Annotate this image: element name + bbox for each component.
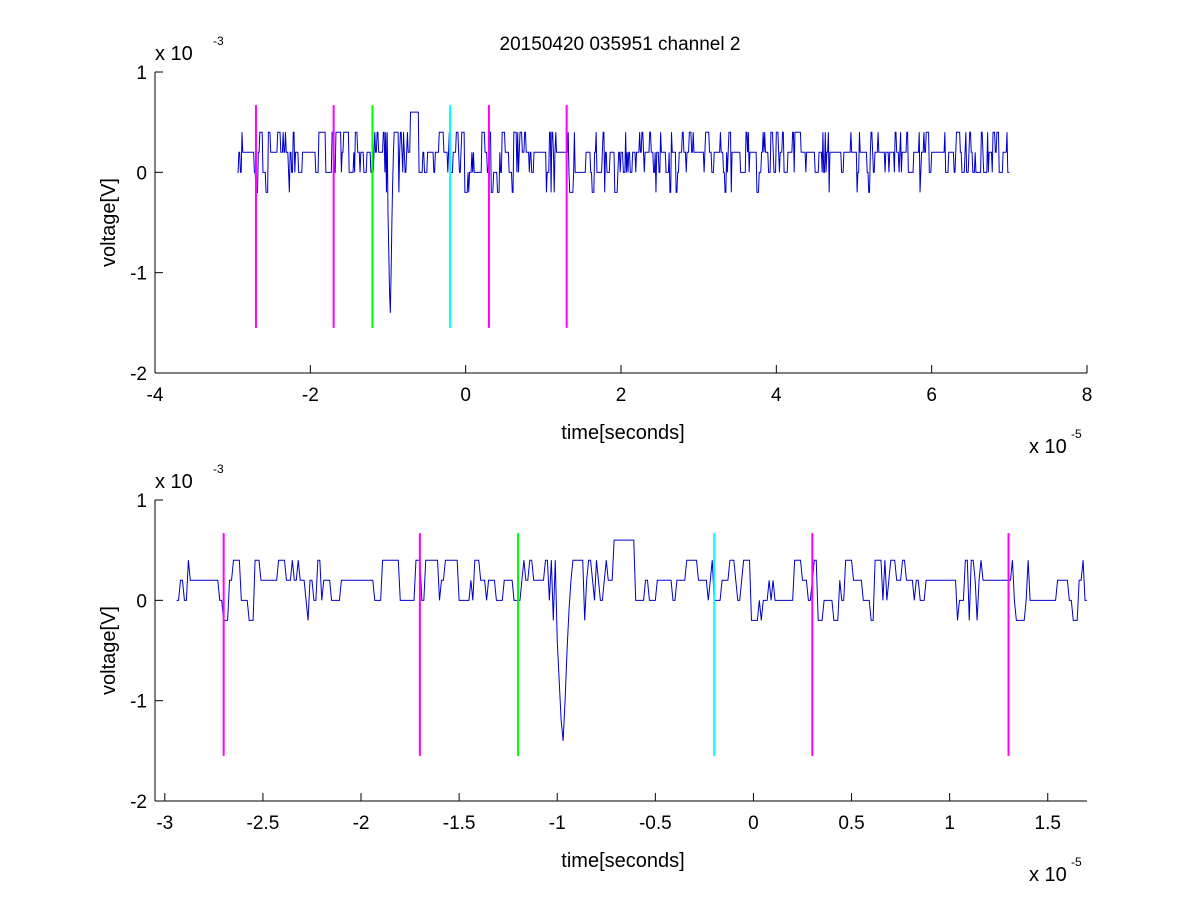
y-tick-label: 1: [136, 63, 147, 84]
y-axis-label: voltage[V]: [98, 606, 120, 695]
x-tick-label: 2: [616, 385, 627, 406]
y-tick-label: -2: [130, 792, 147, 813]
top-axes: -4 -2 0 2 4 6 8-2-101time[seconds]voltage[V]x …: [98, 34, 1092, 458]
x-tick-label: 0: [748, 813, 759, 834]
x-multiplier: x 10: [1029, 436, 1067, 458]
x-tick-label: -4: [147, 385, 164, 406]
x-axis-label: time[seconds]: [561, 850, 684, 872]
y-axis-label: voltage[V]: [98, 178, 120, 267]
x-tick-label: -3: [156, 813, 173, 834]
y-tick-label: -2: [130, 364, 147, 385]
x-tick-label: 0: [460, 385, 471, 406]
signal-trace: [176, 539, 1087, 741]
y-tick-label: 1: [136, 491, 147, 512]
x-axis-label: time[seconds]: [561, 422, 684, 444]
x-exponent: -5: [1071, 855, 1082, 869]
x-tick-label: -2: [353, 813, 370, 834]
y-exponent: -3: [213, 34, 224, 48]
x-tick-label: 1: [944, 813, 955, 834]
x-tick-label: -1.5: [443, 813, 476, 834]
x-tick-label: -2.5: [247, 813, 280, 834]
bottom-axes: -3 -2.5 -2 -1.5 -1 -0.5 0 0.5 1 1.5 -2 -1 0 1 time[sec…: [98, 462, 1087, 886]
y-multiplier: x 10: [155, 471, 193, 493]
x-multiplier: x 10: [1029, 864, 1067, 886]
x-tick-label: -2: [302, 385, 319, 406]
x-tick-label: 0.5: [838, 813, 864, 834]
x-tick-label: 6: [926, 385, 937, 406]
x-tick-label: 4: [771, 385, 782, 406]
x-tick-label: 1.5: [1035, 813, 1061, 834]
y-exponent: -3: [213, 462, 224, 476]
y-tick-label: 0: [136, 591, 147, 612]
x-exponent: -5: [1071, 427, 1082, 441]
y-multiplier: x 10: [155, 43, 193, 65]
y-tick-label: -1: [130, 692, 147, 713]
figure-title: 20150420 035951 channel 2: [500, 34, 741, 55]
y-tick-label: 0: [136, 163, 147, 184]
y-tick-label: -1: [130, 264, 147, 285]
signal-trace: [237, 111, 1010, 313]
x-tick-label: 8: [1082, 385, 1093, 406]
x-tick-label: -0.5: [639, 813, 672, 834]
x-tick-label: -1: [549, 813, 566, 834]
